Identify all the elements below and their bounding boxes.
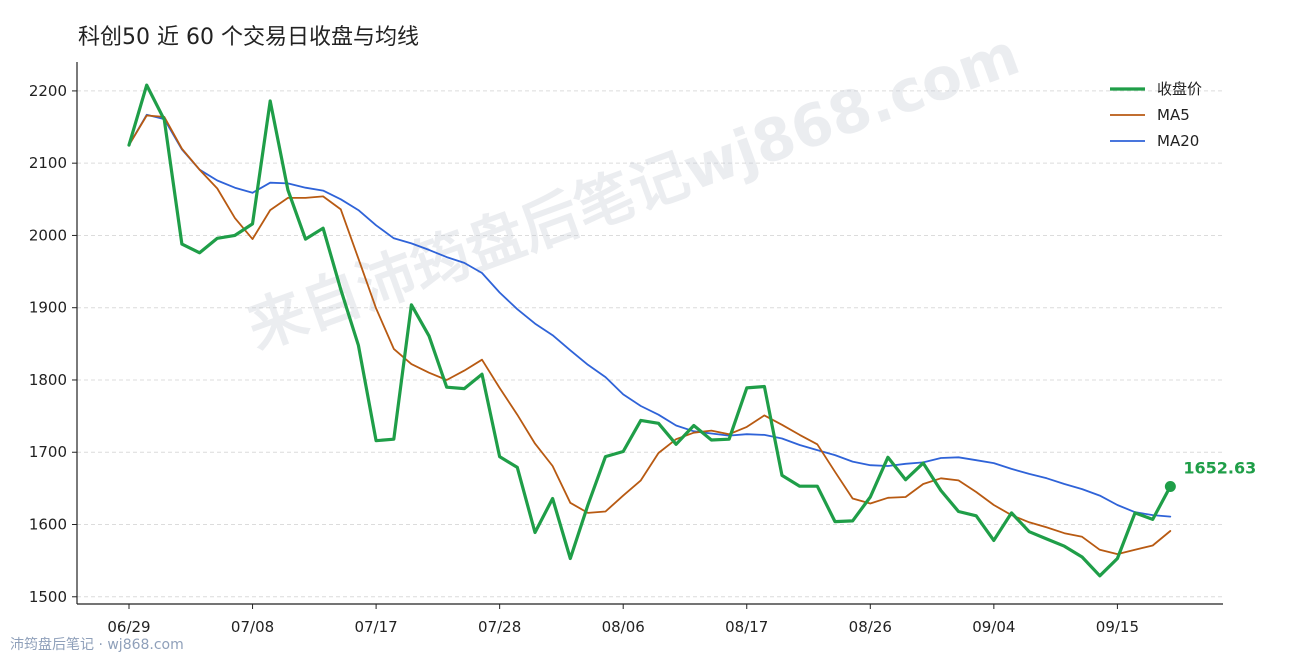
x-tick-label: 07/28: [478, 618, 521, 636]
legend: 收盘价 MA5 MA20: [1110, 80, 1202, 150]
last-point: 1652.63: [1164, 458, 1256, 492]
y-tick-label: 1500: [29, 588, 67, 606]
series-line-close: [127, 83, 1172, 578]
y-tick-label: 1900: [29, 299, 67, 317]
y-tick-label: 2200: [29, 82, 67, 100]
axes: 1500 1600 1700 1800 1900 2000 2100 2200 06/29 07/…: [29, 62, 1223, 636]
series-lines: [127, 83, 1172, 578]
watermark: 来自沛筠盘后笔记wj868.com: [238, 20, 1027, 363]
x-tick-label: 08/26: [849, 618, 892, 636]
grid-lines: [77, 90, 1223, 598]
last-value-label: 1652.63: [1183, 458, 1256, 477]
x-tick-label: 08/06: [602, 618, 645, 636]
y-tick-label: 1700: [29, 443, 67, 461]
legend-label-ma5: MA5: [1157, 106, 1190, 124]
y-tick-label: 2000: [29, 226, 67, 244]
x-tick-label: 09/15: [1096, 618, 1139, 636]
y-tick-label: 1600: [29, 516, 67, 534]
series-line-ma5: [128, 114, 1172, 555]
chart-title: 科创50 近 60 个交易日收盘与均线: [78, 25, 419, 50]
x-tick-label: 08/17: [725, 618, 768, 636]
series-line-ma20: [128, 113, 1172, 518]
x-tick-label: 07/08: [231, 618, 274, 636]
y-tick-label: 2100: [29, 154, 67, 172]
x-tick-label: 09/04: [972, 618, 1015, 636]
x-tick-label: 07/17: [354, 618, 397, 636]
legend-label-ma20: MA20: [1157, 132, 1199, 150]
y-tick-label: 1800: [29, 371, 67, 389]
footer-credit: 沛筠盘后笔记 · wj868.com: [10, 637, 184, 653]
legend-label-close: 收盘价: [1157, 80, 1202, 98]
last-point-marker: [1164, 480, 1176, 492]
x-tick-label: 06/29: [107, 618, 150, 636]
